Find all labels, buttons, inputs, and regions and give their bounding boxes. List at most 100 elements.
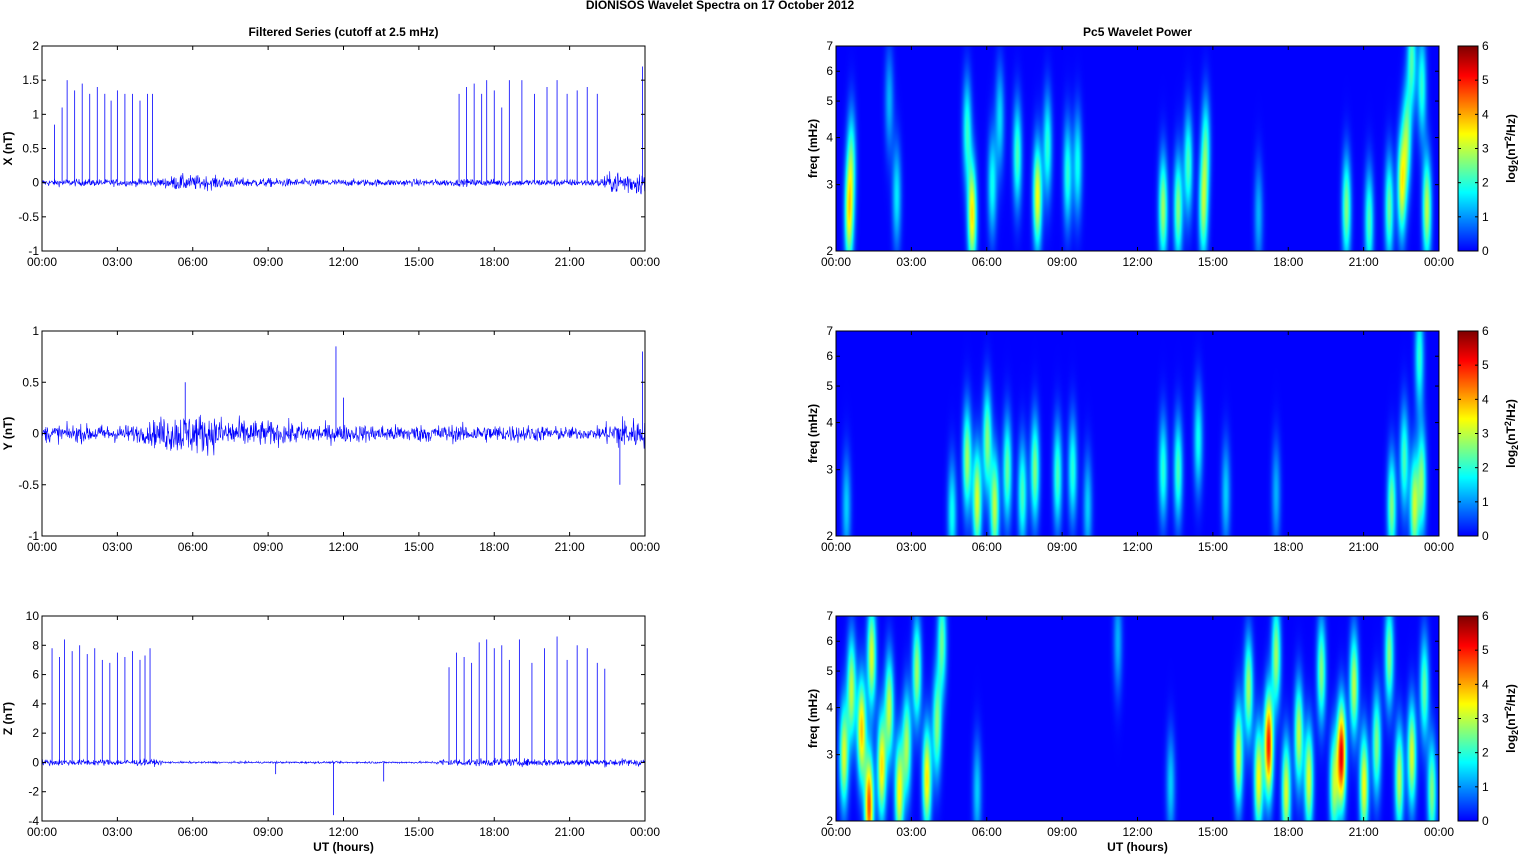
- x-tick-label: 12:00: [1122, 825, 1152, 839]
- x-tick-label: 00:00: [1424, 825, 1454, 839]
- y-tick-label: 6: [32, 668, 39, 682]
- wavelet-power-image: [836, 46, 1439, 251]
- y-tick-label: 2: [32, 726, 39, 740]
- x-tick-label: 09:00: [1047, 255, 1077, 269]
- y-tick-label: 7: [826, 39, 833, 53]
- colorbar-tick-label: 1: [1482, 210, 1489, 224]
- x-tick-label: 03:00: [896, 825, 926, 839]
- x-tick-label: 06:00: [972, 540, 1002, 554]
- panel-title: Pc5 Wavelet Power: [1083, 25, 1192, 39]
- x-tick-label: 15:00: [404, 255, 434, 269]
- colorbar: [1458, 46, 1478, 251]
- series-panel: -1 -0.5 0 0.5 1 1.5 2 00:00 03:00 06:00 09:00 12:00…: [1, 25, 660, 269]
- x-tick-label: 15:00: [404, 540, 434, 554]
- wavelet-power-image: [836, 331, 1439, 536]
- series-panel: -1 -0.5 0 0.5 1 00:00 03:00 06:00 09:00 12:00 15:0…: [1, 324, 660, 554]
- colorbar-tick-label: 0: [1482, 244, 1489, 258]
- x-axis-label: UT (hours): [313, 840, 374, 854]
- colorbar-tick-label: 5: [1482, 358, 1489, 372]
- x-tick-label: 12:00: [328, 540, 358, 554]
- y-tick-label: 6: [826, 64, 833, 78]
- y-tick-label: 4: [32, 697, 39, 711]
- colorbar-tick-label: 1: [1482, 780, 1489, 794]
- x-tick-label: 18:00: [1273, 540, 1303, 554]
- y-tick-label: 7: [826, 609, 833, 623]
- y-tick-label: 7: [826, 324, 833, 338]
- y-tick-label: 0: [32, 755, 39, 769]
- y-tick-label: 5: [826, 664, 833, 678]
- x-tick-label: 00:00: [27, 825, 57, 839]
- y-tick-label: -2: [28, 785, 39, 799]
- y-tick-label: -0.5: [18, 478, 39, 492]
- y-tick-label: 8: [32, 638, 39, 652]
- x-tick-label: 06:00: [178, 255, 208, 269]
- x-tick-label: 21:00: [555, 825, 585, 839]
- colorbar-label: log2(nT2/Hz): [1503, 114, 1520, 183]
- y-tick-label: -0.5: [18, 210, 39, 224]
- x-tick-label: 00:00: [821, 255, 851, 269]
- y-tick-label: 5: [826, 94, 833, 108]
- y-tick-label: -4: [28, 814, 39, 828]
- x-axis-label: UT (hours): [1107, 840, 1168, 854]
- colorbar-tick-label: 5: [1482, 643, 1489, 657]
- y-tick-label: 10: [26, 609, 40, 623]
- x-tick-label: 12:00: [1122, 540, 1152, 554]
- colorbar-tick-label: 6: [1482, 324, 1489, 338]
- x-tick-label: 18:00: [1273, 825, 1303, 839]
- x-tick-label: 09:00: [1047, 540, 1077, 554]
- x-tick-label: 15:00: [1198, 255, 1228, 269]
- y-tick-label: 4: [826, 701, 833, 715]
- x-tick-label: 06:00: [972, 255, 1002, 269]
- y-tick-label: 2: [826, 529, 833, 543]
- y-tick-label: 6: [826, 349, 833, 363]
- x-tick-label: 21:00: [555, 540, 585, 554]
- x-tick-label: 18:00: [479, 825, 509, 839]
- x-tick-label: 18:00: [479, 540, 509, 554]
- x-tick-label: 06:00: [178, 540, 208, 554]
- x-tick-label: 09:00: [253, 255, 283, 269]
- x-tick-label: 21:00: [1349, 825, 1379, 839]
- x-tick-label: 00:00: [27, 540, 57, 554]
- plot-area: [42, 46, 645, 251]
- colorbar-tick-label: 0: [1482, 529, 1489, 543]
- colorbar-tick-label: 0: [1482, 814, 1489, 828]
- colorbar-tick-label: 2: [1482, 746, 1489, 760]
- x-tick-label: 00:00: [630, 540, 660, 554]
- y-tick-label: 1.5: [22, 73, 39, 87]
- y-tick-label: 5: [826, 379, 833, 393]
- y-axis-label: Y (nT): [1, 417, 15, 451]
- x-tick-label: 00:00: [821, 825, 851, 839]
- x-tick-label: 09:00: [1047, 825, 1077, 839]
- x-tick-label: 06:00: [178, 825, 208, 839]
- x-tick-label: 00:00: [821, 540, 851, 554]
- y-tick-label: 4: [826, 131, 833, 145]
- y-tick-label: 6: [826, 634, 833, 648]
- colorbar-tick-label: 5: [1482, 73, 1489, 87]
- y-tick-label: -1: [28, 529, 39, 543]
- x-tick-label: 12:00: [328, 825, 358, 839]
- colorbar-tick-label: 2: [1482, 461, 1489, 475]
- colorbar-tick-label: 3: [1482, 712, 1489, 726]
- series-trace: [41, 414, 646, 456]
- y-tick-label: 0.5: [22, 375, 39, 389]
- colorbar: [1458, 616, 1478, 821]
- y-tick-label: 3: [826, 178, 833, 192]
- y-tick-label: 1: [32, 324, 39, 338]
- colorbar-tick-label: 6: [1482, 609, 1489, 623]
- y-tick-label: 3: [826, 463, 833, 477]
- y-tick-label: -1: [28, 244, 39, 258]
- y-tick-label: 2: [32, 39, 39, 53]
- colorbar-tick-label: 3: [1482, 142, 1489, 156]
- y-tick-label: 2: [826, 244, 833, 258]
- x-tick-label: 09:00: [253, 540, 283, 554]
- x-tick-label: 15:00: [1198, 540, 1228, 554]
- colorbar-label: log2(nT2/Hz): [1503, 684, 1520, 753]
- figure-title: DIONISOS Wavelet Spectra on 17 October 2…: [586, 0, 855, 12]
- x-tick-label: 15:00: [404, 825, 434, 839]
- x-tick-label: 03:00: [102, 540, 132, 554]
- x-tick-label: 18:00: [1273, 255, 1303, 269]
- x-tick-label: 03:00: [896, 540, 926, 554]
- y-tick-label: 4: [826, 416, 833, 430]
- colorbar-tick-label: 2: [1482, 176, 1489, 190]
